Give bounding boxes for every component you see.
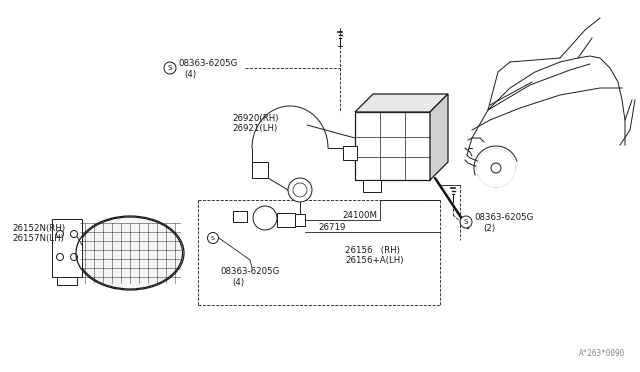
Text: 08363-6205G: 08363-6205G bbox=[474, 214, 533, 222]
Circle shape bbox=[164, 62, 176, 74]
Text: 26156+A(LH): 26156+A(LH) bbox=[345, 257, 403, 266]
Text: S: S bbox=[464, 219, 468, 225]
Bar bbox=[295, 214, 305, 226]
Bar bbox=[252, 162, 268, 178]
Circle shape bbox=[207, 232, 218, 244]
Text: 26156   (RH): 26156 (RH) bbox=[345, 246, 400, 254]
Text: S: S bbox=[211, 235, 215, 241]
Bar bbox=[343, 146, 357, 160]
Text: 08363-6205G: 08363-6205G bbox=[220, 267, 280, 276]
Polygon shape bbox=[355, 94, 448, 112]
Ellipse shape bbox=[77, 217, 182, 289]
Polygon shape bbox=[430, 94, 448, 180]
Circle shape bbox=[56, 253, 63, 260]
Text: 26921(LH): 26921(LH) bbox=[232, 125, 277, 134]
Text: S: S bbox=[168, 65, 172, 71]
Text: 26157N(LH): 26157N(LH) bbox=[12, 234, 64, 244]
Text: A*263*0090: A*263*0090 bbox=[579, 349, 625, 358]
Bar bbox=[355, 112, 430, 180]
Text: 26719: 26719 bbox=[318, 224, 346, 232]
Circle shape bbox=[70, 231, 77, 237]
Circle shape bbox=[253, 206, 277, 230]
Text: 26920(RH): 26920(RH) bbox=[232, 113, 278, 122]
Circle shape bbox=[460, 216, 472, 228]
Circle shape bbox=[491, 163, 501, 173]
Bar bbox=[277, 213, 295, 227]
Text: (4): (4) bbox=[232, 278, 244, 286]
FancyBboxPatch shape bbox=[52, 219, 82, 277]
Text: (2): (2) bbox=[483, 224, 495, 234]
Text: 26152N(RH): 26152N(RH) bbox=[12, 224, 65, 232]
Bar bbox=[233, 211, 247, 222]
Bar bbox=[363, 180, 381, 192]
Circle shape bbox=[288, 178, 312, 202]
Circle shape bbox=[293, 183, 307, 197]
Circle shape bbox=[56, 231, 63, 237]
Circle shape bbox=[70, 253, 77, 260]
Text: 24100M: 24100M bbox=[342, 212, 377, 221]
Text: (4): (4) bbox=[184, 71, 196, 80]
Text: 08363-6205G: 08363-6205G bbox=[178, 60, 237, 68]
Circle shape bbox=[477, 149, 515, 187]
